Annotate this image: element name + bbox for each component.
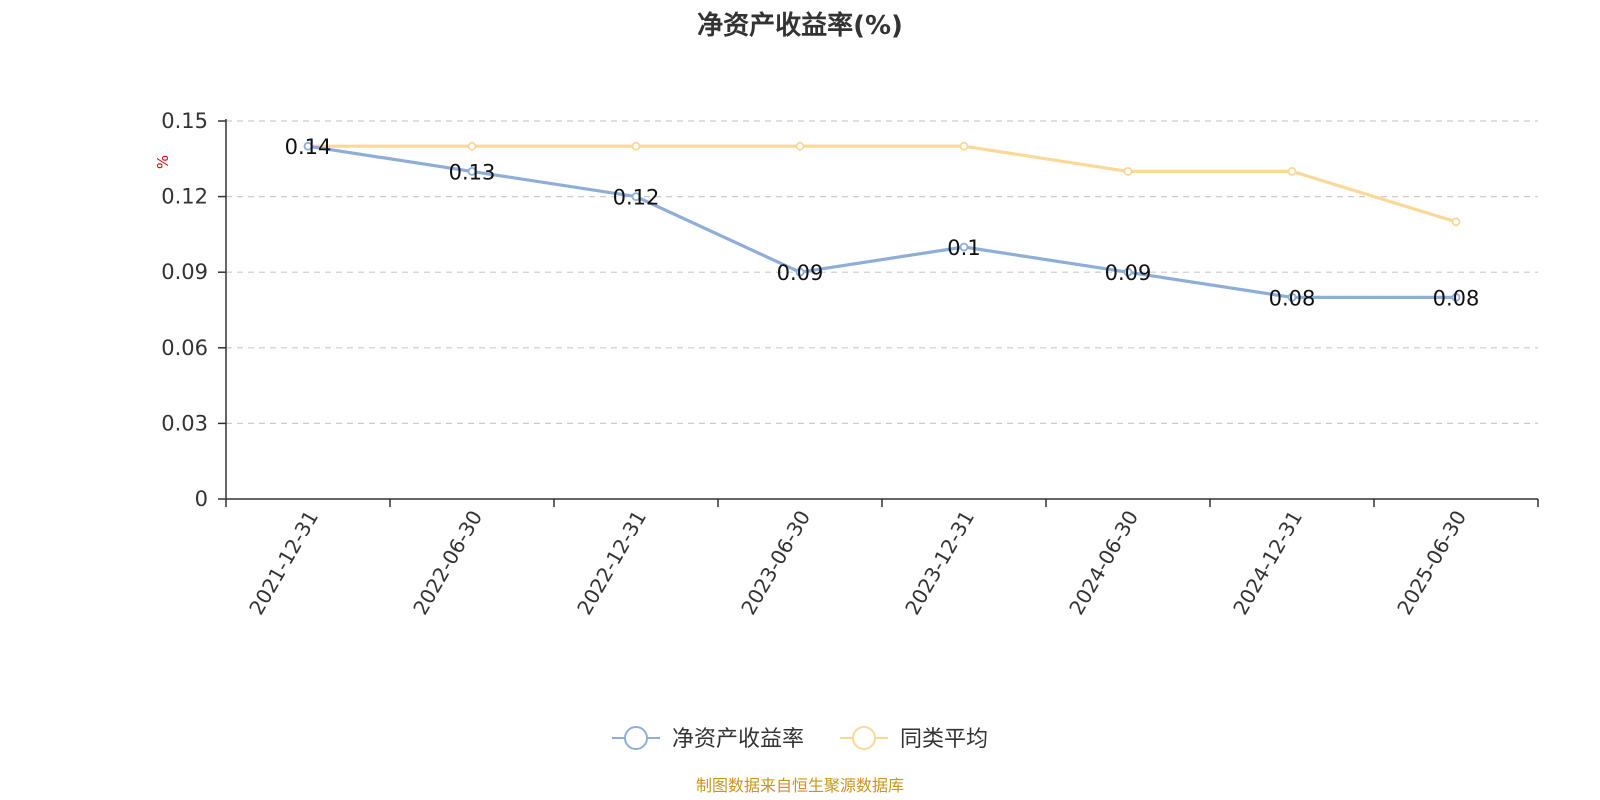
- legend[interactable]: 净资产收益率 同类平均: [612, 726, 988, 752]
- series-1-point[interactable]: [467, 141, 477, 151]
- series-0-point[interactable]: [1451, 292, 1461, 302]
- legend-marker: [624, 726, 648, 750]
- legend-label: 净资产收益率: [672, 727, 804, 752]
- x-tick-label: 2022-12-31: [572, 506, 651, 619]
- series-0-point[interactable]: [795, 267, 805, 277]
- y-tick-label: 0.06: [161, 336, 208, 360]
- grid-lines: [226, 120, 1538, 424]
- series-1-point[interactable]: [1287, 166, 1297, 176]
- series-0-point[interactable]: [1123, 267, 1133, 277]
- series-0-point[interactable]: [631, 192, 641, 202]
- legend-item-1[interactable]: 同类平均: [840, 726, 988, 752]
- x-tick-label: 2024-06-30: [1064, 506, 1143, 619]
- data-label: 0.13: [449, 160, 496, 184]
- legend-marker: [852, 726, 876, 750]
- chart-title: 净资产收益率(%): [697, 10, 903, 41]
- data-label: 0.08: [1269, 286, 1316, 310]
- series-0-point[interactable]: [467, 166, 477, 176]
- y-tick-label: 0.15: [161, 109, 208, 133]
- y-tick-label: 0: [195, 487, 208, 511]
- data-label: 0.09: [1105, 261, 1152, 285]
- data-label: 0.09: [777, 261, 824, 285]
- series-1-point[interactable]: [795, 141, 805, 151]
- series-0-point[interactable]: [1287, 292, 1297, 302]
- data-label: 0.14: [285, 135, 332, 159]
- data-label: 0.12: [613, 186, 660, 210]
- legend-label: 同类平均: [900, 727, 988, 752]
- y-tick-label: 0.09: [161, 260, 208, 284]
- x-tick-label: 2025-06-30: [1392, 506, 1471, 619]
- series-1-point[interactable]: [1123, 166, 1133, 176]
- x-tick-label: 2022-06-30: [408, 506, 487, 619]
- y-tick-labels: 0 0.03 0.06 0.09 0.12 0.15: [161, 109, 208, 511]
- series-lines: [303, 141, 1461, 302]
- series-0-point[interactable]: [959, 242, 969, 252]
- data-label: 0.1: [947, 236, 980, 260]
- axes: [218, 119, 1539, 507]
- x-tick-label: 2024-12-31: [1228, 506, 1307, 619]
- y-tick-label: 0.12: [161, 185, 208, 209]
- series-line-1: [308, 144, 1457, 224]
- y-axis-unit: %: [154, 155, 172, 169]
- series-line-0: [307, 144, 1456, 299]
- x-tick-label: 2023-06-30: [736, 506, 815, 619]
- series-1-point[interactable]: [959, 141, 969, 151]
- data-source-note: 制图数据来自恒生聚源数据库: [696, 776, 904, 795]
- data-labels: 0.14 0.13 0.12 0.09 0.1 0.09 0.08 0.08: [285, 135, 1480, 310]
- x-tick-label: 2021-12-31: [244, 506, 323, 619]
- data-label: 0.08: [1433, 286, 1480, 310]
- x-tick-labels: 2021-12-31 2022-06-30 2022-12-31 2023-06-30…: [244, 506, 1471, 619]
- legend-item-0[interactable]: 净资产收益率: [612, 726, 804, 752]
- x-tick-label: 2023-12-31: [900, 506, 979, 619]
- series-1-point[interactable]: [631, 141, 641, 151]
- series-0-point[interactable]: [303, 141, 313, 151]
- y-tick-label: 0.03: [161, 411, 208, 435]
- series-1-point[interactable]: [1451, 217, 1461, 227]
